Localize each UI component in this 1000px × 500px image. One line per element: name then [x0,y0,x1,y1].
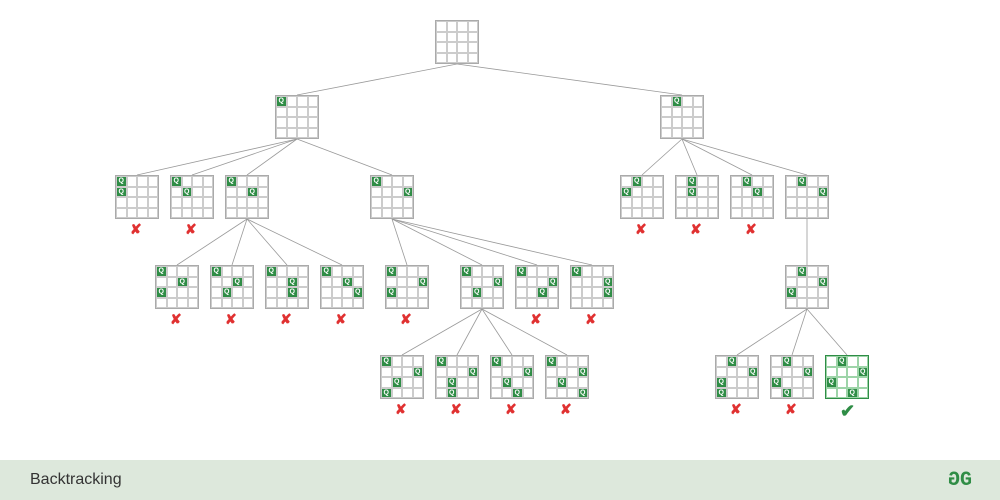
board-node [210,265,254,309]
board-node [225,175,269,219]
board-node [385,265,429,309]
board-node [675,175,719,219]
board-node [115,175,159,219]
cross-icon: ✘ [505,401,517,418]
cross-icon: ✘ [560,401,572,418]
tree-canvas: ✘ ✘ ✘ ✘ ✘ ✘ ✘ ✘ ✘ ✘ ✘ ✘ ✘ ✘ ✘ ✘ ✘ ✘ ✔ [0,0,1000,460]
cross-icon: ✘ [170,311,182,328]
board-node [460,265,504,309]
cross-icon: ✘ [785,401,797,418]
cross-icon: ✘ [130,221,142,238]
cross-icon: ✘ [185,221,197,238]
cross-icon: ✘ [280,311,292,328]
board-node [570,265,614,309]
board-node [370,175,414,219]
check-icon: ✔ [840,401,855,422]
board-node [170,175,214,219]
board-node [515,265,559,309]
board-node [620,175,664,219]
cross-icon: ✘ [730,401,742,418]
footer-bar: Backtracking GG [0,460,1000,500]
cross-icon: ✘ [635,221,647,238]
board-node [770,355,814,399]
cross-icon: ✘ [585,311,597,328]
board-node [435,20,479,64]
brand-logo: GG [950,469,970,492]
board-node [490,355,534,399]
board-node [435,355,479,399]
cross-icon: ✘ [400,311,412,328]
cross-icon: ✘ [450,401,462,418]
board-node [545,355,589,399]
board-node [825,355,869,399]
board-node [715,355,759,399]
footer-title: Backtracking [30,471,122,489]
cross-icon: ✘ [745,221,757,238]
board-node [785,265,829,309]
cross-icon: ✘ [335,311,347,328]
cross-icon: ✘ [395,401,407,418]
cross-icon: ✘ [225,311,237,328]
board-node [785,175,829,219]
board-node [380,355,424,399]
board-node [320,265,364,309]
board-node [660,95,704,139]
board-node [265,265,309,309]
board-node [730,175,774,219]
board-node [155,265,199,309]
cross-icon: ✘ [530,311,542,328]
cross-icon: ✘ [690,221,702,238]
board-node [275,95,319,139]
